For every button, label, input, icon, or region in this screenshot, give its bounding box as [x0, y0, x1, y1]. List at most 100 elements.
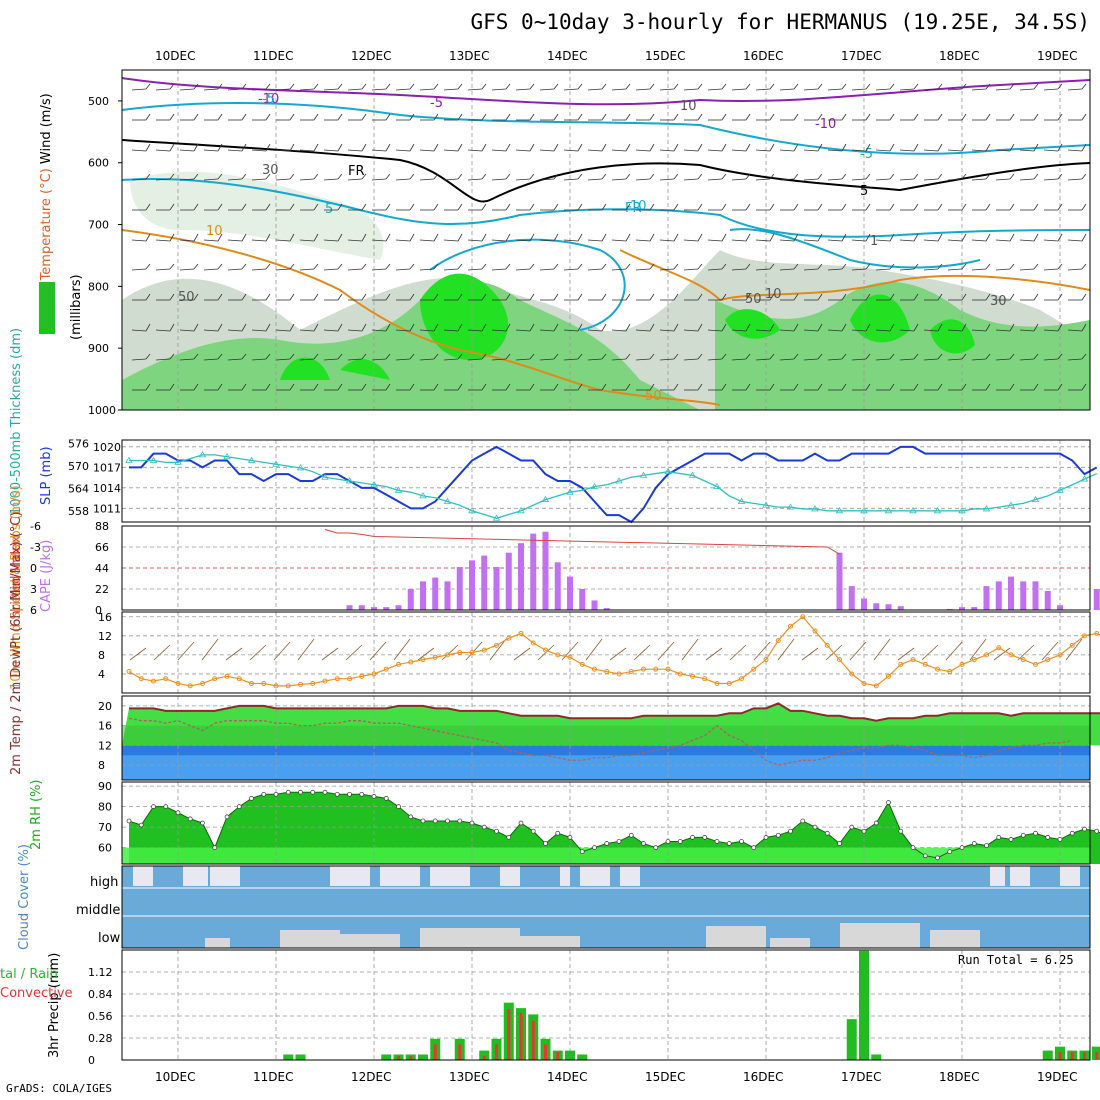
wind-barb: [443, 239, 459, 242]
rh-point: [861, 828, 867, 834]
rh-point: [898, 828, 904, 834]
wind-barb: [491, 239, 507, 242]
rh-point: [506, 834, 512, 840]
wind-speed-point: [347, 676, 352, 682]
wind-barb-flag: [625, 353, 631, 360]
wind-barb-flag: [481, 233, 487, 242]
cape-bar: [885, 604, 892, 610]
wind10m-barb: [585, 638, 603, 661]
wind-barb: [251, 239, 267, 242]
wind-barb: [899, 268, 915, 271]
wind-barb-flag: [1081, 113, 1087, 121]
wind-speed-point: [873, 683, 879, 689]
wind-barb-flag: [841, 83, 847, 90]
rh-point: [175, 810, 181, 816]
wind-barb-flag: [601, 263, 607, 270]
temp-tick: 16: [98, 720, 112, 733]
rh-tick: 70: [98, 821, 112, 834]
cape-bar: [444, 581, 451, 610]
wind-barb-flag: [745, 353, 751, 360]
wind-barb-flag: [505, 263, 511, 270]
thickness-point: [1007, 501, 1015, 508]
rh-shade-green: [715, 281, 1090, 410]
wind-speed-point: [163, 676, 169, 682]
wind-barb-flag: [937, 263, 943, 270]
wind-barb: [227, 329, 243, 332]
wind-barb-flag: [457, 323, 463, 332]
wind-barb-flag: [601, 203, 607, 211]
wind-barb-flag: [241, 203, 247, 211]
wind-speed-point: [1094, 630, 1100, 636]
rh-point: [543, 841, 548, 846]
date-label-bottom: 15DEC: [645, 1070, 685, 1084]
wind-barb-flag: [961, 353, 967, 360]
wind-speed-point: [249, 680, 254, 686]
wind-barb: [155, 239, 171, 242]
wind-barb: [779, 88, 795, 91]
precip-tick: 0.28: [88, 1032, 113, 1045]
wind-tick: 4: [98, 668, 105, 681]
wind-barb-flag: [385, 113, 391, 121]
wind-barb: [467, 178, 483, 181]
cape-bar: [420, 581, 426, 610]
thickness-point: [443, 497, 452, 504]
wind-barb-flag: [937, 203, 943, 211]
wind-barb-flag: [457, 143, 463, 152]
wind-barb-flag: [817, 323, 823, 332]
wind-barb: [683, 358, 699, 361]
wind-barb: [659, 178, 675, 181]
wind-barb-flag: [169, 173, 175, 180]
wind-barb-flag: [601, 143, 607, 152]
rh-point: [886, 800, 891, 805]
wind-barb: [755, 268, 771, 271]
thickness-point: [321, 473, 329, 480]
cape-ylabel: CAPE (J/kg): [39, 540, 54, 612]
slp-tick: 1017: [93, 461, 121, 474]
date-label-top: 12DEC: [351, 49, 391, 63]
wind-barb-flag: [145, 173, 151, 180]
wind-barb: [779, 358, 795, 361]
wind-barb: [1043, 178, 1059, 181]
date-label-bottom: 11DEC: [253, 1070, 293, 1084]
wind-barb: [875, 178, 891, 181]
wind-speed-point: [518, 630, 524, 636]
wind-barb: [611, 329, 627, 332]
contour-minus5: [121, 102, 1091, 155]
cape-bar: [505, 552, 512, 610]
wind10m-barb: [801, 647, 819, 661]
wind-barb: [1067, 268, 1083, 271]
wind-barb-flag: [313, 203, 319, 211]
wind-barb-flag: [337, 263, 343, 270]
wind-barb-flag: [1081, 293, 1087, 301]
wind-barb-flag: [721, 173, 727, 180]
cloud-high: [210, 866, 240, 886]
wind-barb: [683, 149, 699, 152]
wind-barb-flag: [529, 293, 535, 301]
wind-barb-flag: [169, 263, 175, 270]
wind-barb: [395, 358, 411, 361]
wind-barb-flag: [1009, 113, 1015, 121]
wind-barb-flag: [865, 173, 871, 180]
wind-barb: [635, 178, 651, 181]
wind-barb-flag: [601, 383, 607, 391]
wind-speed-point: [726, 680, 732, 686]
wind-barb: [779, 149, 795, 152]
wind-speed-point: [138, 676, 144, 682]
wind-barb-flag: [793, 383, 799, 391]
wind-barb-flag: [1009, 233, 1015, 242]
wind-speed-point: [310, 680, 316, 686]
wind-barb: [587, 178, 603, 181]
wind-barb-flag: [289, 383, 295, 391]
cape-bar: [554, 562, 561, 610]
wind-barb-flag: [193, 323, 199, 332]
thickness-point: [468, 507, 476, 514]
wind-barb-flag: [145, 353, 151, 360]
wind-barb-flag: [913, 143, 919, 152]
wind-barb: [707, 88, 723, 91]
wind-barb: [299, 178, 315, 181]
wind10m-barb: [513, 647, 531, 661]
date-label-top: 14DEC: [547, 49, 587, 63]
rh-point: [1045, 834, 1051, 840]
wind-barb-flag: [793, 143, 799, 152]
wind-barb-flag: [553, 83, 559, 90]
